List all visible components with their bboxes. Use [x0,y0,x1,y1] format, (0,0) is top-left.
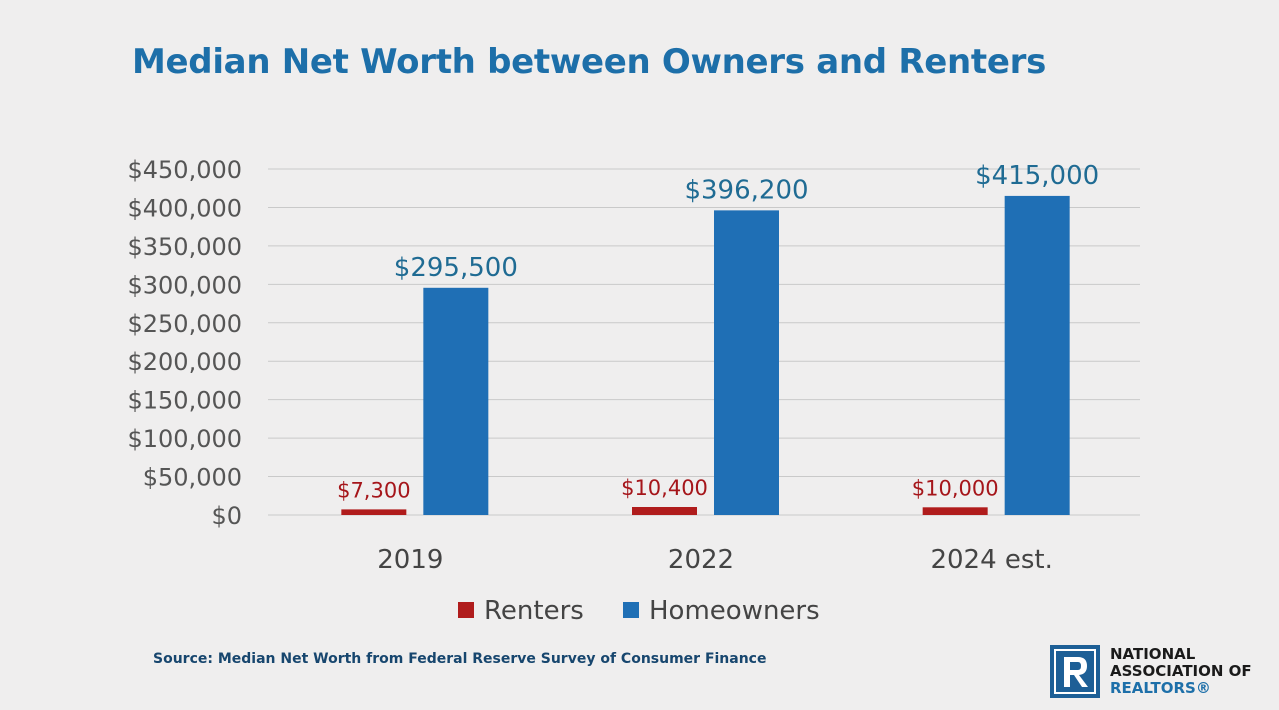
gridlines [268,168,1140,516]
legend-swatch-renters [458,602,474,618]
realtor-r-logo-icon [1050,645,1100,698]
y-tick-label: $200,000 [127,348,242,376]
y-tick-label: $350,000 [127,233,242,261]
x-axis: 2019 2022 2024 est. [377,545,1053,575]
data-label: $295,500 [394,253,518,283]
y-tick-label: $450,000 [127,156,242,184]
legend: Renters Homeowners [458,596,820,626]
data-label: $10,000 [912,476,999,500]
bars [341,195,1070,516]
y-tick-label: $50,000 [143,464,242,492]
y-tick-label: $150,000 [127,387,242,415]
y-axis: $0 $50,000 $100,000 $150,000 $200,000 $250,00… [127,156,242,530]
y-tick-label: $400,000 [127,194,242,222]
bar-renters [341,509,407,515]
legend-label: Renters [484,596,584,626]
y-tick-label: $0 [211,502,242,530]
data-labels: $7,300 $295,500 $10,400 $396,200 $10,000 $415… [337,161,1099,502]
y-tick-label: $300,000 [127,271,242,299]
legend-swatch-homeowners [623,602,639,618]
legend-label: Homeowners [649,596,820,626]
y-tick-label: $100,000 [127,425,242,453]
bar-homeowners [714,210,779,516]
data-label: $10,400 [621,476,708,500]
logo-text: NATIONAL ASSOCIATION OF REALTORS® [1110,646,1252,697]
data-label: $7,300 [337,478,410,502]
bar-renters [922,507,988,515]
data-label: $396,200 [684,175,808,205]
bar-homeowners [423,287,489,515]
logo-line-1: NATIONAL [1110,645,1196,663]
chart-title: Median Net Worth between Owners and Rent… [132,42,1047,82]
logo-line-3: REALTORS® [1110,679,1211,697]
y-tick-label: $250,000 [127,310,242,338]
source-note: Source: Median Net Worth from Federal Re… [153,651,767,667]
bar-chart: $0 $50,000 $100,000 $150,000 $200,000 $250,00… [127,156,1140,626]
data-label: $415,000 [975,161,1099,191]
bar-renters [632,507,697,515]
x-tick-label: 2024 est. [930,545,1052,575]
logo-line-2: ASSOCIATION OF [1110,662,1252,680]
bar-homeowners [1004,195,1070,515]
x-tick-label: 2019 [377,545,443,575]
x-tick-label: 2022 [668,545,734,575]
